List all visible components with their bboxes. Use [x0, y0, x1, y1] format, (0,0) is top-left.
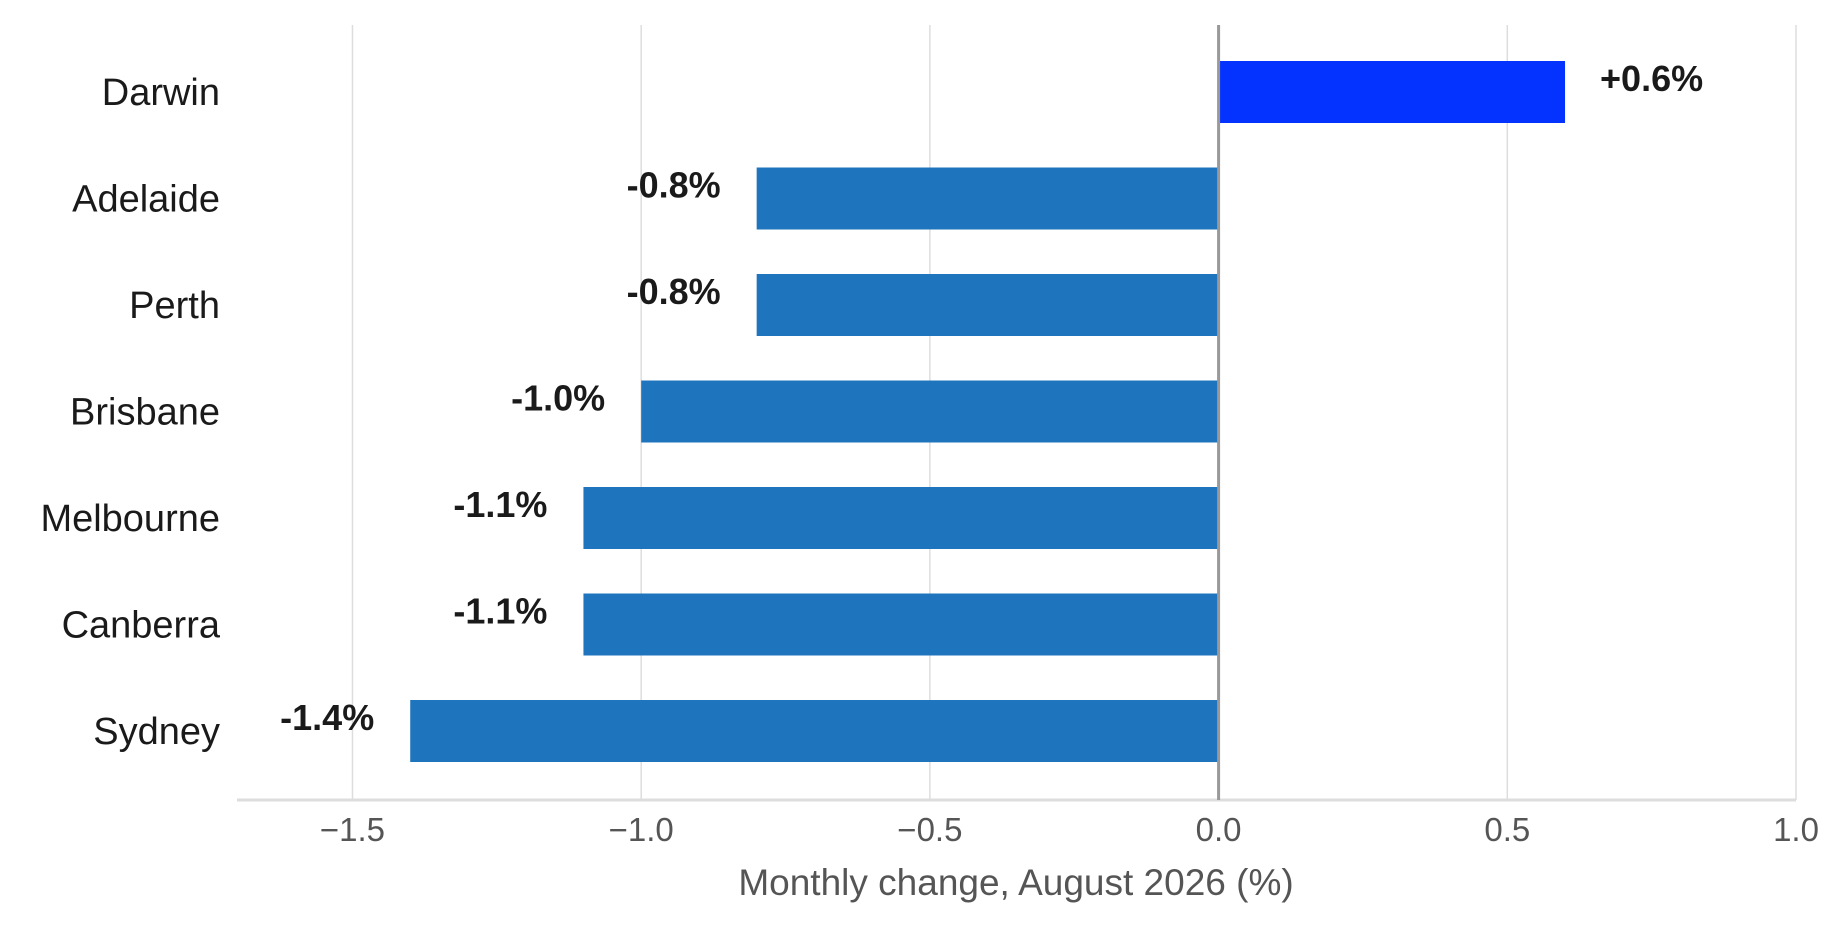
- x-tick-label: −0.5: [897, 811, 962, 848]
- value-label-brisbane: -1.0%: [511, 378, 605, 419]
- bar-adelaide: [756, 167, 1219, 230]
- bar-sydney: [410, 700, 1219, 762]
- category-label-melbourne: Melbourne: [40, 498, 220, 540]
- bar-darwin: [1218, 61, 1566, 123]
- axis-layer: [237, 25, 1796, 802]
- value-label-perth: -0.8%: [627, 271, 721, 312]
- category-label-adelaide: Adelaide: [72, 179, 220, 221]
- category-label-darwin: Darwin: [102, 72, 220, 114]
- x-tick-label: −1.5: [320, 811, 385, 848]
- x-tick-label: −1.0: [609, 811, 674, 848]
- category-label-brisbane: Brisbane: [70, 392, 220, 434]
- value-label-canberra: -1.1%: [453, 591, 547, 632]
- category-label-sydney: Sydney: [93, 711, 220, 753]
- value-label-adelaide: -0.8%: [627, 165, 721, 206]
- value-label-sydney: -1.4%: [280, 697, 374, 738]
- x-tick-label: 0.0: [1196, 811, 1242, 848]
- value-label-darwin: +0.6%: [1600, 58, 1703, 99]
- bar-brisbane: [641, 380, 1219, 443]
- bar-layer: [410, 61, 1566, 762]
- x-tick-label: 0.5: [1484, 811, 1530, 848]
- category-label-perth: Perth: [129, 285, 220, 327]
- value-label-melbourne: -1.1%: [453, 484, 547, 525]
- x-tick-label: 1.0: [1773, 811, 1819, 848]
- category-label-canberra: Canberra: [62, 605, 221, 647]
- bar-canberra: [583, 593, 1219, 656]
- x-axis-title: Monthly change, August 2026 (%): [738, 862, 1293, 903]
- label-layer: −1.5 −1.0 −0.5 0.0 0.5 1.0 Darwin +0.6% Adelaide…: [40, 58, 1819, 848]
- bar-melbourne: [583, 487, 1219, 549]
- bar-perth: [756, 274, 1219, 336]
